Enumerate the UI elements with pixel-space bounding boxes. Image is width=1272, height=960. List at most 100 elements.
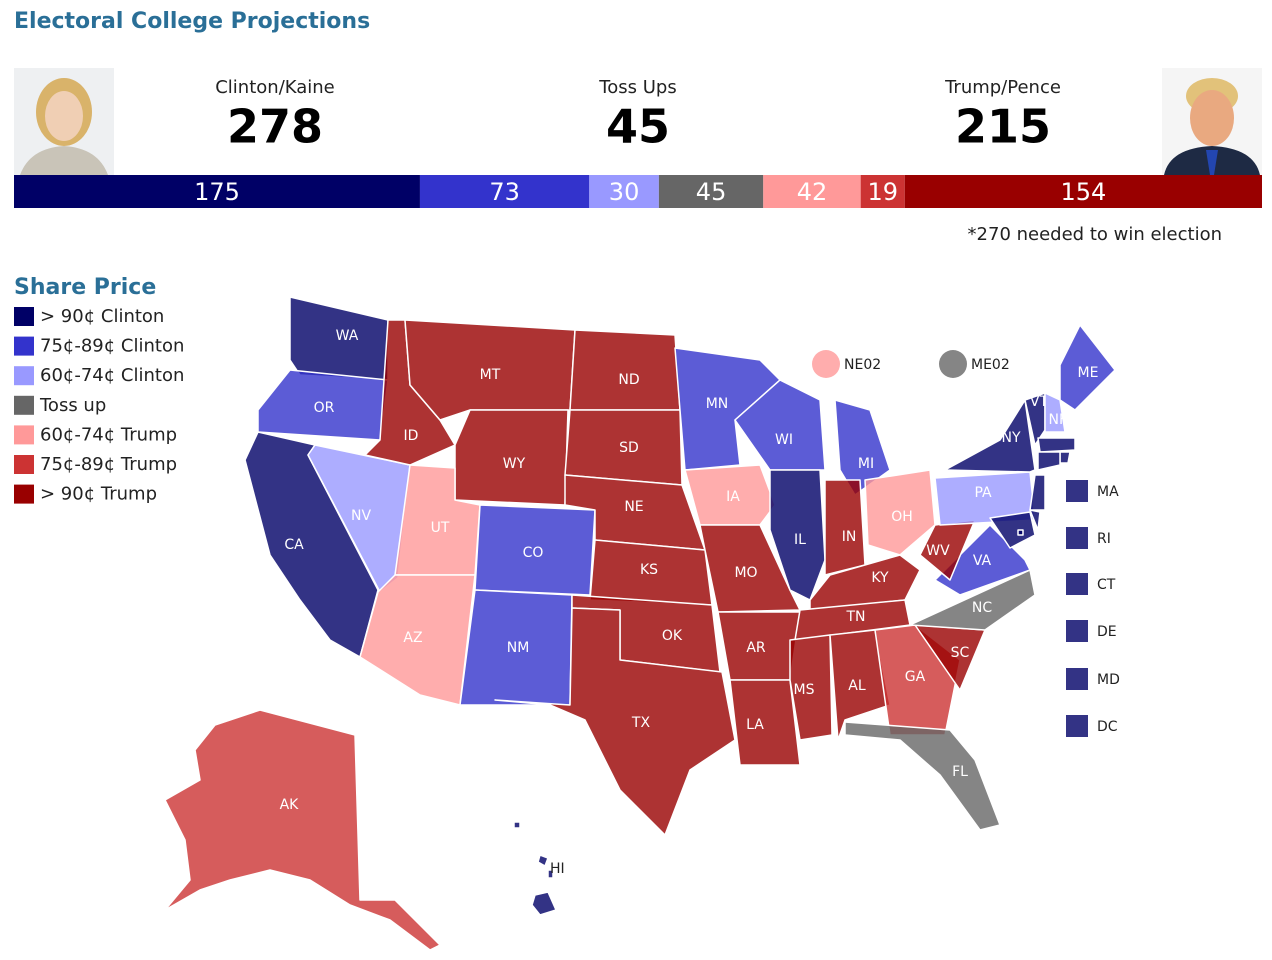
legend-label: 60¢-74¢ Trump	[40, 424, 177, 445]
electoral-bar: 175 73 30 45 42 19 154	[14, 175, 1262, 208]
legend-label: > 90¢ Clinton	[40, 306, 164, 327]
small-state-box	[1066, 573, 1088, 595]
legend-label: > 90¢ Trump	[40, 484, 157, 505]
state-label: CA	[284, 537, 304, 553]
bar-label: 175	[194, 178, 240, 206]
bar-label: 154	[1060, 178, 1106, 206]
state	[824, 479, 866, 576]
state-label: TN	[845, 609, 865, 625]
candidate-total: 278	[227, 100, 323, 154]
state	[729, 679, 801, 766]
state-label: WA	[336, 328, 359, 344]
legend-swatch	[14, 395, 34, 415]
legend-swatch	[14, 307, 34, 326]
bar-segment	[589, 175, 659, 208]
state	[1029, 509, 1041, 531]
state-label: NV	[351, 508, 371, 524]
bar-label: 73	[489, 178, 520, 206]
state	[164, 709, 441, 951]
state	[513, 821, 557, 916]
state-label: WV	[926, 543, 950, 559]
state-label: GA	[905, 669, 926, 685]
candidate-name: Clinton/Kaine	[215, 77, 335, 98]
legend-label: 75¢-89¢ Trump	[40, 454, 177, 475]
state-label: MI	[858, 456, 874, 472]
state-label: ME	[1078, 365, 1099, 381]
state	[789, 634, 833, 741]
state	[454, 409, 569, 506]
bar-label: 19	[867, 178, 898, 206]
bar-label: 42	[797, 178, 828, 206]
state-label: ID	[404, 428, 419, 444]
state-label: MT	[480, 367, 501, 383]
small-state-box	[1066, 480, 1088, 502]
state	[494, 607, 736, 836]
state-label: AR	[746, 640, 766, 656]
state	[359, 574, 476, 706]
state-label: VA	[973, 553, 992, 569]
legend-label: 75¢-89¢ Clinton	[40, 336, 184, 357]
state-label: NC	[972, 600, 992, 616]
legend: > 90¢ Clinton 75¢-89¢ Clinton 60¢-74¢ Clin…	[14, 306, 184, 505]
state-label: NY	[1001, 430, 1020, 446]
state-label: WI	[775, 432, 793, 448]
clinton-photo	[14, 68, 114, 175]
district-label: ME02	[971, 357, 1010, 373]
legend-title: Share Price	[14, 275, 156, 300]
candidate-name: Toss Ups	[598, 77, 676, 98]
state	[1017, 529, 1024, 536]
state	[257, 369, 389, 441]
state-label: AL	[848, 678, 866, 694]
state-label: UT	[431, 520, 450, 536]
state	[1059, 451, 1071, 464]
state	[674, 347, 781, 471]
state-label: MS	[794, 682, 815, 698]
small-state-box	[1066, 668, 1088, 690]
state-label: MO	[734, 565, 757, 581]
district-marker	[939, 350, 967, 378]
state-label: KS	[640, 562, 658, 578]
win-note: *270 needed to win election	[968, 224, 1222, 245]
legend-swatch	[14, 425, 34, 445]
state-label: OH	[891, 509, 913, 525]
state-label: NM	[507, 640, 530, 656]
state	[1029, 474, 1046, 511]
state-label: DE	[1097, 624, 1117, 640]
bar-segment	[860, 175, 905, 208]
state	[989, 511, 1036, 549]
state-label: ND	[618, 372, 639, 388]
trump-photo	[1162, 68, 1262, 175]
state	[734, 379, 826, 471]
state-label: OR	[314, 400, 335, 416]
state	[1037, 451, 1061, 471]
small-state-box	[1066, 527, 1088, 549]
bar-segment	[763, 175, 861, 208]
bar-segment	[658, 175, 764, 208]
state	[844, 721, 1001, 831]
state-label: HI	[550, 861, 565, 877]
state	[569, 329, 681, 411]
bar-segment	[419, 175, 590, 208]
state-label: AZ	[403, 630, 422, 646]
us-map: WA OR CA NV ID MT WY UT AZ CO NM ND SD NE KS OK TX MN IA MO…	[164, 296, 1120, 951]
state	[684, 464, 776, 526]
page-title: Electoral College Projections	[14, 9, 370, 34]
state-label: FL	[952, 764, 968, 780]
state-label: IL	[794, 532, 806, 548]
candidate-name: Trump/Pence	[944, 77, 1061, 98]
candidate-total: 215	[955, 100, 1051, 154]
state-label: MN	[706, 396, 729, 412]
state-label: MA	[1097, 484, 1119, 500]
state-label: IN	[842, 529, 857, 545]
state	[909, 569, 1036, 631]
state-label: KY	[871, 570, 889, 586]
small-state-box	[1066, 715, 1088, 737]
state-label: MD	[1097, 672, 1120, 688]
state-label: OK	[662, 628, 683, 644]
state	[864, 469, 936, 556]
legend-label: Toss up	[39, 395, 106, 416]
legend-swatch	[14, 366, 34, 386]
state-label: CT	[1097, 577, 1116, 593]
state-label: VT	[1030, 394, 1049, 410]
